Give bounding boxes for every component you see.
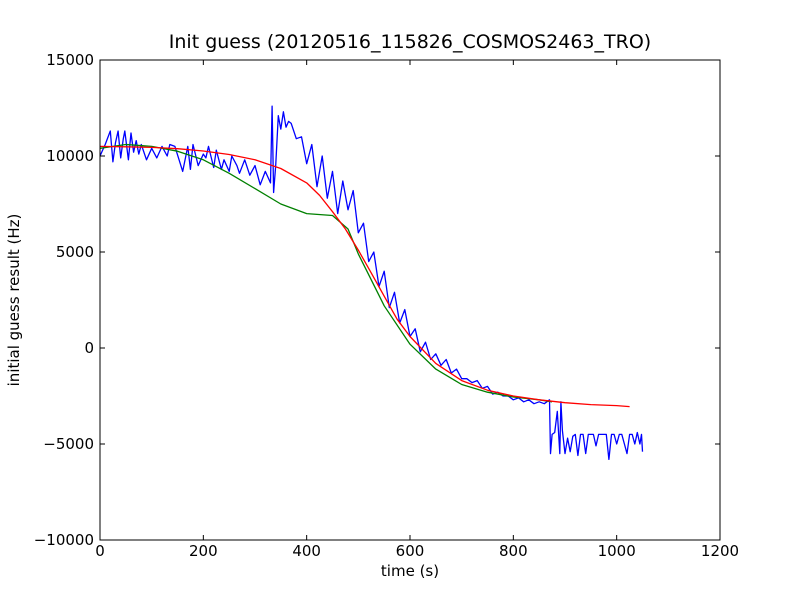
y-tick-label: 5000	[56, 243, 94, 261]
y-tick-label: 0	[84, 339, 94, 357]
y-tick-label: −5000	[43, 435, 94, 453]
x-tick-label: 1200	[701, 542, 739, 560]
series-layer	[100, 105, 644, 461]
x-tick-label: 1000	[598, 542, 636, 560]
x-tick-label: 0	[95, 542, 105, 560]
plot-area: 0 200 400 600 800 1000 1200 −10000 −5000 0 5000 100…	[34, 51, 739, 560]
x-tick-label: 600	[396, 542, 425, 560]
x-tick-label: 800	[499, 542, 528, 560]
y-tick-label: −10000	[34, 531, 94, 549]
x-axis-label: time (s)	[381, 562, 439, 580]
ticks-layer: 0 200 400 600 800 1000 1200 −10000 −5000 0 5000 100…	[34, 51, 739, 560]
y-axis-label: initial guess result (Hz)	[5, 214, 23, 387]
series-line-0	[100, 105, 644, 461]
x-tick-label: 200	[189, 542, 218, 560]
y-tick-label: 10000	[46, 147, 94, 165]
chart-title: Init guess (20120516_115826_COSMOS2463_T…	[169, 31, 651, 53]
y-tick-label: 15000	[46, 51, 94, 69]
series-line-2	[100, 145, 630, 408]
x-tick-label: 400	[292, 542, 321, 560]
